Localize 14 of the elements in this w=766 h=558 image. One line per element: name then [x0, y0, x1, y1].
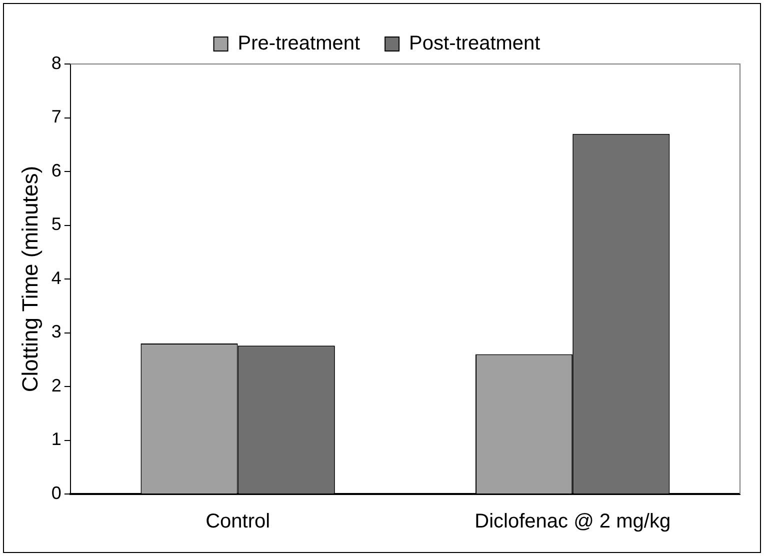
- y-tick-label: 7: [51, 106, 62, 127]
- legend-label: Post-treatment: [409, 32, 541, 55]
- y-tick-label: 8: [51, 52, 62, 73]
- y-tick-label: 0: [51, 482, 62, 503]
- y-tick-label: 4: [51, 268, 62, 288]
- y-tick-label: 6: [51, 160, 62, 180]
- x-tick-label: Control: [206, 510, 270, 533]
- y-axis-title: Clotting Time (minutes): [17, 166, 42, 392]
- y-tick-label: 5: [51, 214, 62, 234]
- y-tick-label: 3: [51, 322, 62, 342]
- y-tick-label: 1: [51, 429, 62, 450]
- legend-label: Pre-treatment: [238, 32, 360, 55]
- y-tick-label: 2: [51, 375, 62, 396]
- x-tick-label: Diclofenac @ 2 mg/kg: [474, 510, 671, 533]
